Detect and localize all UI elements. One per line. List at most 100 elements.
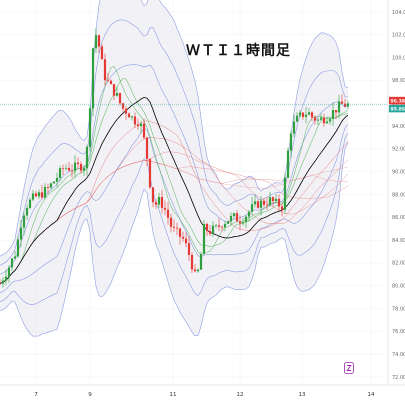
x-tick-label: 9 [88,392,92,398]
candle-body [130,116,134,118]
candle [268,191,272,208]
candle [118,92,122,106]
candle [298,109,302,118]
candle [283,173,287,214]
candle [121,102,125,112]
candle [142,118,146,140]
y-tick-label: 78.00 [392,306,405,312]
candle-body [0,283,2,285]
candle-body [208,230,212,234]
candle [247,209,251,222]
candle-body [328,118,332,122]
candle-body [79,164,83,171]
candle-body [238,221,242,224]
candle [328,116,332,125]
candle [214,223,218,229]
candle [127,112,131,118]
candle [190,252,194,274]
x-tick-label: 13 [299,392,306,398]
candle-body [289,133,293,151]
candle-body [253,201,257,205]
candle-body [82,168,86,171]
candle-body [175,227,179,229]
candle-body [286,150,290,178]
tradingview-logo-icon[interactable] [344,362,354,374]
candle-body [151,187,155,203]
candle-body [220,226,224,228]
moving-average-line-red [0,160,349,284]
candle-body [256,201,260,208]
candle-body [160,196,164,208]
candle [106,73,110,83]
candle-body [232,213,236,216]
candle [244,214,248,228]
candle-body [121,103,125,109]
candle [148,158,152,189]
candle-body [133,116,137,125]
price-label-bg [389,96,405,105]
y-tick-label: 82.00 [392,261,405,267]
candle-body [115,93,119,96]
candle-body [262,200,266,205]
candle [49,182,53,190]
candle-body [94,35,98,49]
moving-average-line-green [0,78,349,284]
candle [340,94,344,104]
candle [322,113,326,127]
candle-body [7,267,11,277]
candle [181,231,185,242]
candle [178,227,182,245]
candle-body [145,137,149,159]
price-label: 96.38 [389,96,405,105]
candle-body [10,258,14,268]
candle [169,213,173,233]
candle [25,204,29,220]
candle-body [166,209,170,218]
candle [289,130,293,158]
x-tick-label: 11 [170,392,177,398]
candle-body [205,224,209,231]
candle-body [331,110,335,119]
candle [265,197,269,210]
candle [70,164,74,178]
candle-body [193,269,197,272]
candle-body [1,280,5,284]
candle [259,196,263,216]
candle [19,220,23,248]
candle-body [307,112,311,115]
candle [166,201,170,225]
candle [226,221,230,225]
candle [91,47,95,117]
candle-body [49,183,53,188]
candle [223,220,227,232]
candle-body [85,147,89,169]
candle [256,199,260,209]
price-label-text: 96.38 [391,99,405,105]
candle [271,196,275,207]
candle-body [31,193,35,200]
candle [229,212,233,226]
candle [151,187,155,208]
time-axis[interactable]: 7 9 11 12 13 14 [34,392,375,398]
candle-body [16,239,20,257]
candle [136,118,140,130]
candle-body [97,35,101,47]
candle [286,147,290,179]
candle-body [196,269,200,272]
candle [154,199,158,209]
candle [16,235,20,258]
candle-body [334,110,338,113]
candle-body [223,223,227,228]
candle [52,180,56,184]
candle [172,219,176,233]
candle-body [19,227,23,240]
price-axis[interactable]: 72.00 74.00 76.00 78.00 80.00 82.00 84.00 86.00… [392,10,405,381]
candle [187,236,191,261]
candle-body [73,162,77,171]
candlesticks [0,28,350,288]
candle-body [301,112,305,117]
candle-body [34,193,38,197]
candle-body [259,200,263,208]
candle [316,117,320,126]
price-label-text: 95.86 [391,107,405,113]
